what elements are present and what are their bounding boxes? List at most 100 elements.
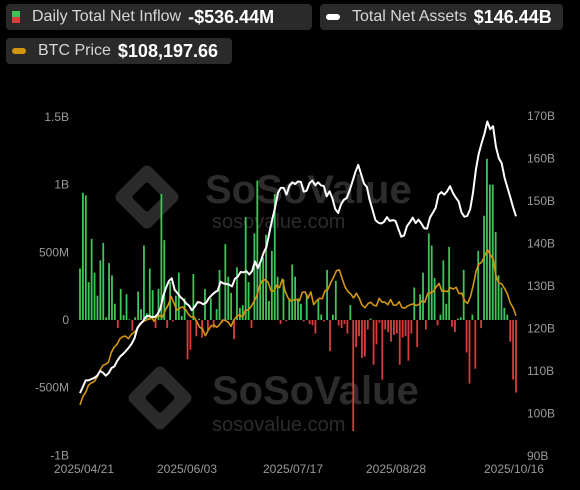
inflow-bar (122, 315, 125, 320)
inflow-bar (108, 263, 110, 320)
inflow-bar (189, 320, 192, 350)
inflow-bar (486, 158, 488, 320)
right-axis-tick-label: 130B (527, 279, 555, 293)
left-axis-tick-label: 0 (62, 313, 69, 327)
inflow-bar (279, 320, 282, 325)
inflow-bar (451, 320, 453, 327)
inflow-bar (375, 320, 378, 345)
inflow-bar (276, 276, 279, 320)
inflow-bar (160, 194, 163, 320)
inflow-bar (439, 314, 442, 320)
left-axis-tick-label: -1B (50, 448, 69, 462)
inflow-bar (326, 269, 328, 320)
inflow-bar (186, 320, 189, 360)
inflow-bar (358, 320, 360, 337)
inflow-bar (265, 234, 267, 320)
inflow-bar (113, 303, 116, 320)
right-axis-tick-label: 120B (527, 322, 555, 336)
inflow-bar (154, 320, 157, 329)
inflow-bar (125, 294, 128, 320)
left-axis: 1.5B 1B 500M 0 -500M -1B (35, 110, 69, 462)
watermark-url: sosovalue.com (212, 414, 345, 436)
inflow-bar (116, 320, 119, 329)
inflow-bar (340, 320, 343, 329)
inflow-bar (82, 192, 84, 320)
inflow-bar (285, 320, 288, 322)
inflow-bar (448, 246, 451, 320)
legend-inflow-value: -$536.44M (188, 6, 275, 27)
inflow-bar (352, 320, 355, 432)
inflow-bar (111, 275, 113, 320)
inflow-bar (497, 275, 500, 320)
inflow-bar (209, 298, 212, 320)
line-series-icon (326, 14, 340, 20)
right-axis-tick-label: 170B (527, 109, 555, 123)
inflow-bar (422, 272, 424, 320)
total-net-assets-line (79, 120, 517, 394)
x-axis-tick-label: 2025/07/17 (263, 462, 323, 476)
right-axis-tick-label: 100B (527, 407, 555, 421)
inflow-bar (105, 317, 108, 320)
inflow-bar (297, 298, 299, 320)
x-axis-tick-label: 2025/08/28 (366, 462, 426, 476)
inflow-bar (433, 278, 436, 320)
inflow-bar (442, 260, 445, 320)
inflow-bar (323, 320, 326, 322)
inflow-bar (506, 314, 509, 320)
inflow-bar (151, 290, 154, 320)
watermark-brand: SoSoValue (212, 369, 419, 413)
left-axis-tick-label: -500M (35, 381, 69, 395)
inflow-bar (195, 320, 198, 337)
inflow-bar (393, 320, 395, 335)
inflow-bar (172, 320, 174, 322)
watermark-brand: SoSoValue (205, 168, 412, 212)
x-axis-tick-label: 2025/06/03 (157, 462, 217, 476)
inflow-bar (491, 184, 494, 320)
inflow-bar (270, 250, 273, 320)
inflow-bar (445, 303, 448, 320)
inflow-bar (253, 233, 256, 320)
inflow-bar (515, 320, 517, 393)
legend-assets[interactable]: Total Net Assets $146.44B (320, 4, 563, 30)
watermark: SoSoValue sosovalue.com SoSoValue sosova… (115, 165, 419, 436)
inflow-bar (180, 315, 183, 320)
inflow-bar (395, 320, 398, 334)
inflow-bar (390, 320, 392, 342)
inflow-bar (244, 217, 247, 320)
inflow-bar (134, 317, 137, 320)
inflow-bar (471, 314, 474, 320)
inflow-bar (509, 320, 512, 342)
inflow-bar (305, 294, 308, 320)
right-axis-tick-label: 160B (527, 152, 555, 166)
inflow-bar (227, 276, 230, 320)
inflow-bar (262, 257, 265, 320)
inflow-bar (317, 299, 320, 320)
inflow-bar (462, 269, 465, 320)
inflow-bar (331, 314, 334, 320)
right-axis: 170B 160B 150B 140B 130B 120B 110B 100B 90B (527, 109, 555, 463)
inflow-bar (268, 301, 270, 320)
inflow-bar (157, 288, 160, 320)
left-axis-tick-label: 1B (54, 178, 69, 192)
inflow-bar (483, 215, 485, 320)
inflow-bar (349, 305, 352, 320)
inflow-bar (407, 320, 410, 361)
inflow-bar (404, 320, 407, 337)
inflow-bar (456, 318, 459, 320)
inflow-bar (143, 245, 145, 320)
inflow-bar (166, 320, 169, 329)
inflow-bar (372, 320, 375, 365)
right-axis-tick-label: 150B (527, 194, 555, 208)
inflow-bar (198, 318, 201, 320)
legend-inflow[interactable]: Daily Total Net Inflow -$536.44M (6, 4, 312, 30)
inflow-bar (128, 319, 131, 320)
inflow-bar (79, 268, 81, 320)
inflow-bar (416, 320, 419, 348)
inflow-bar (163, 240, 166, 320)
inflow-bar (474, 320, 477, 369)
legend-btc[interactable]: BTC Price $108,197.66 (6, 38, 232, 64)
legend-inflow-label: Daily Total Net Inflow (32, 8, 182, 25)
inflow-bar (480, 320, 483, 329)
inflow-bar (140, 309, 142, 320)
inflow-bar (131, 320, 134, 331)
